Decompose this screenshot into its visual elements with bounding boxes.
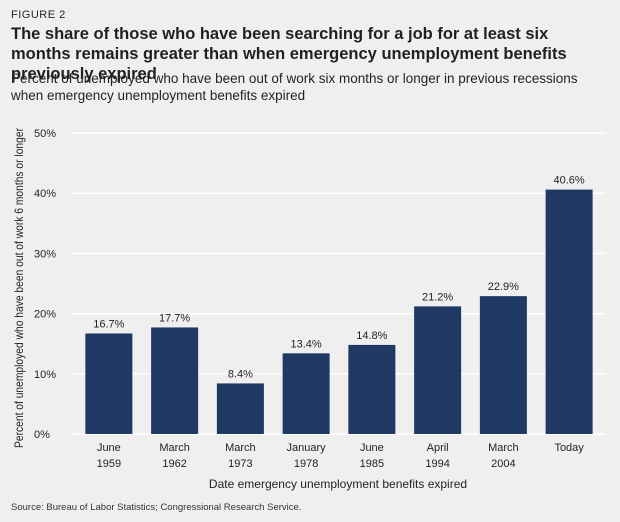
x-tick-label: January (287, 442, 327, 454)
y-tick-label: 20% (34, 309, 56, 321)
y-tick-label: 0% (34, 429, 50, 441)
bar (282, 353, 330, 434)
x-tick-label: 1985 (360, 458, 384, 470)
y-axis-title: Percent of unemployed who have been out … (12, 128, 26, 448)
x-tick-label: June (360, 442, 384, 454)
y-tick-label: 50% (34, 128, 56, 140)
x-tick-label: Today (554, 442, 584, 454)
chart-title: The share of those who have been searchi… (11, 25, 567, 83)
data-label: 13.4% (291, 338, 322, 350)
bar (85, 333, 133, 434)
x-tick-label: March (159, 442, 190, 454)
source-note: Source: Bureau of Labor Statistics; Cong… (11, 502, 302, 513)
data-label: 8.4% (228, 368, 253, 380)
x-tick-label: March (488, 442, 519, 454)
bar (216, 383, 264, 434)
bar (479, 296, 527, 434)
x-tick-label: 1978 (294, 458, 318, 470)
data-label: 21.2% (422, 291, 453, 303)
figure-label: FIGURE 2 (11, 9, 66, 21)
chart-subtitle: Percent of unemployed who have been out … (11, 71, 578, 103)
data-label: 40.6% (554, 175, 585, 187)
y-tick-label: 40% (34, 188, 56, 200)
bar (545, 189, 593, 434)
x-tick-label: April (427, 442, 449, 454)
bar (151, 327, 199, 434)
x-tick-label: June (97, 442, 121, 454)
data-label: 22.9% (488, 281, 519, 293)
x-tick-label: 1962 (162, 458, 186, 470)
x-tick-label: March (225, 442, 256, 454)
x-tick-label: 1973 (228, 458, 252, 470)
y-tick-label: 10% (34, 369, 56, 381)
data-label: 17.7% (159, 312, 190, 324)
bar (414, 306, 462, 434)
x-tick-label: 1959 (97, 458, 121, 470)
data-label: 16.7% (93, 318, 124, 330)
data-label: 14.8% (356, 330, 387, 342)
x-tick-label: 1994 (425, 458, 449, 470)
y-tick-label: 30% (34, 248, 56, 260)
bar (348, 344, 396, 434)
x-tick-label: 2004 (491, 458, 515, 470)
x-axis-title: Date emergency unemployment benefits exp… (209, 477, 467, 491)
